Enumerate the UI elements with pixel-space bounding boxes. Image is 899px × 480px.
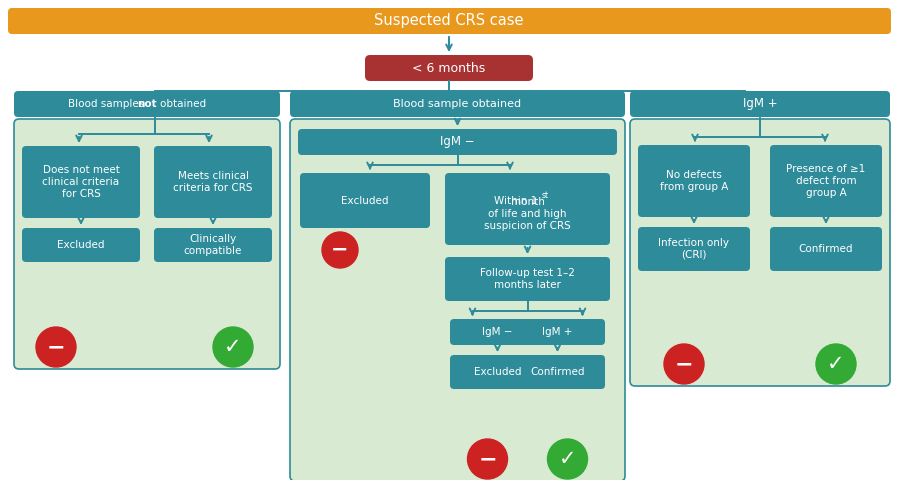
Text: −: −: [674, 354, 693, 374]
Text: Suspected CRS case: Suspected CRS case: [374, 13, 524, 28]
Text: Excluded: Excluded: [58, 240, 105, 250]
FancyBboxPatch shape: [154, 228, 272, 262]
FancyBboxPatch shape: [510, 355, 605, 389]
FancyBboxPatch shape: [22, 146, 140, 218]
Text: −: −: [47, 337, 66, 357]
Text: Infection only
(CRI): Infection only (CRI): [658, 238, 729, 260]
FancyBboxPatch shape: [365, 55, 533, 81]
Text: Does not meet
clinical criteria
for CRS: Does not meet clinical criteria for CRS: [42, 166, 120, 199]
Text: IgM −: IgM −: [441, 135, 475, 148]
Text: Confirmed: Confirmed: [798, 244, 853, 254]
FancyBboxPatch shape: [630, 91, 890, 117]
Circle shape: [816, 344, 856, 384]
FancyBboxPatch shape: [770, 227, 882, 271]
FancyBboxPatch shape: [290, 119, 625, 480]
Circle shape: [322, 232, 358, 268]
Text: < 6 months: < 6 months: [413, 61, 485, 74]
Text: IgM −: IgM −: [482, 327, 512, 337]
Text: month
of life and high
suspicion of CRS: month of life and high suspicion of CRS: [485, 197, 571, 230]
Circle shape: [36, 327, 76, 367]
FancyBboxPatch shape: [8, 8, 891, 34]
FancyBboxPatch shape: [770, 145, 882, 217]
FancyBboxPatch shape: [445, 257, 610, 301]
Circle shape: [467, 439, 508, 479]
FancyBboxPatch shape: [630, 119, 890, 386]
FancyBboxPatch shape: [14, 119, 280, 369]
Text: Presence of ≥1
defect from
group A: Presence of ≥1 defect from group A: [787, 164, 866, 198]
FancyBboxPatch shape: [290, 91, 625, 117]
Text: ✓: ✓: [559, 449, 576, 469]
Circle shape: [213, 327, 253, 367]
Text: −: −: [478, 449, 497, 469]
Text: Excluded: Excluded: [342, 195, 388, 205]
FancyBboxPatch shape: [638, 145, 750, 217]
Text: ✓: ✓: [224, 337, 242, 357]
Text: Within 1: Within 1: [494, 196, 537, 206]
Text: Confirmed: Confirmed: [530, 367, 584, 377]
FancyBboxPatch shape: [445, 173, 610, 245]
Text: st: st: [542, 192, 549, 201]
Text: obtained: obtained: [147, 99, 206, 109]
Text: No defects
from group A: No defects from group A: [660, 170, 728, 192]
FancyBboxPatch shape: [298, 129, 617, 155]
Text: IgM +: IgM +: [743, 97, 778, 110]
Text: Blood sample obtained: Blood sample obtained: [394, 99, 521, 109]
FancyBboxPatch shape: [22, 228, 140, 262]
Text: Blood samples: Blood samples: [67, 99, 147, 109]
Text: −: −: [331, 240, 349, 260]
Text: Clinically
compatible: Clinically compatible: [183, 234, 242, 256]
FancyBboxPatch shape: [300, 173, 430, 228]
Text: not: not: [138, 99, 156, 109]
FancyBboxPatch shape: [450, 355, 545, 389]
FancyBboxPatch shape: [154, 146, 272, 218]
Text: IgM +: IgM +: [542, 327, 573, 337]
Text: Follow-up test 1–2
months later: Follow-up test 1–2 months later: [480, 268, 575, 290]
Circle shape: [664, 344, 704, 384]
FancyBboxPatch shape: [510, 319, 605, 345]
Circle shape: [547, 439, 588, 479]
Text: Meets clinical
criteria for CRS: Meets clinical criteria for CRS: [174, 171, 253, 193]
Text: Excluded: Excluded: [474, 367, 521, 377]
FancyBboxPatch shape: [14, 91, 280, 117]
FancyBboxPatch shape: [638, 227, 750, 271]
Text: ✓: ✓: [827, 354, 845, 374]
FancyBboxPatch shape: [450, 319, 545, 345]
